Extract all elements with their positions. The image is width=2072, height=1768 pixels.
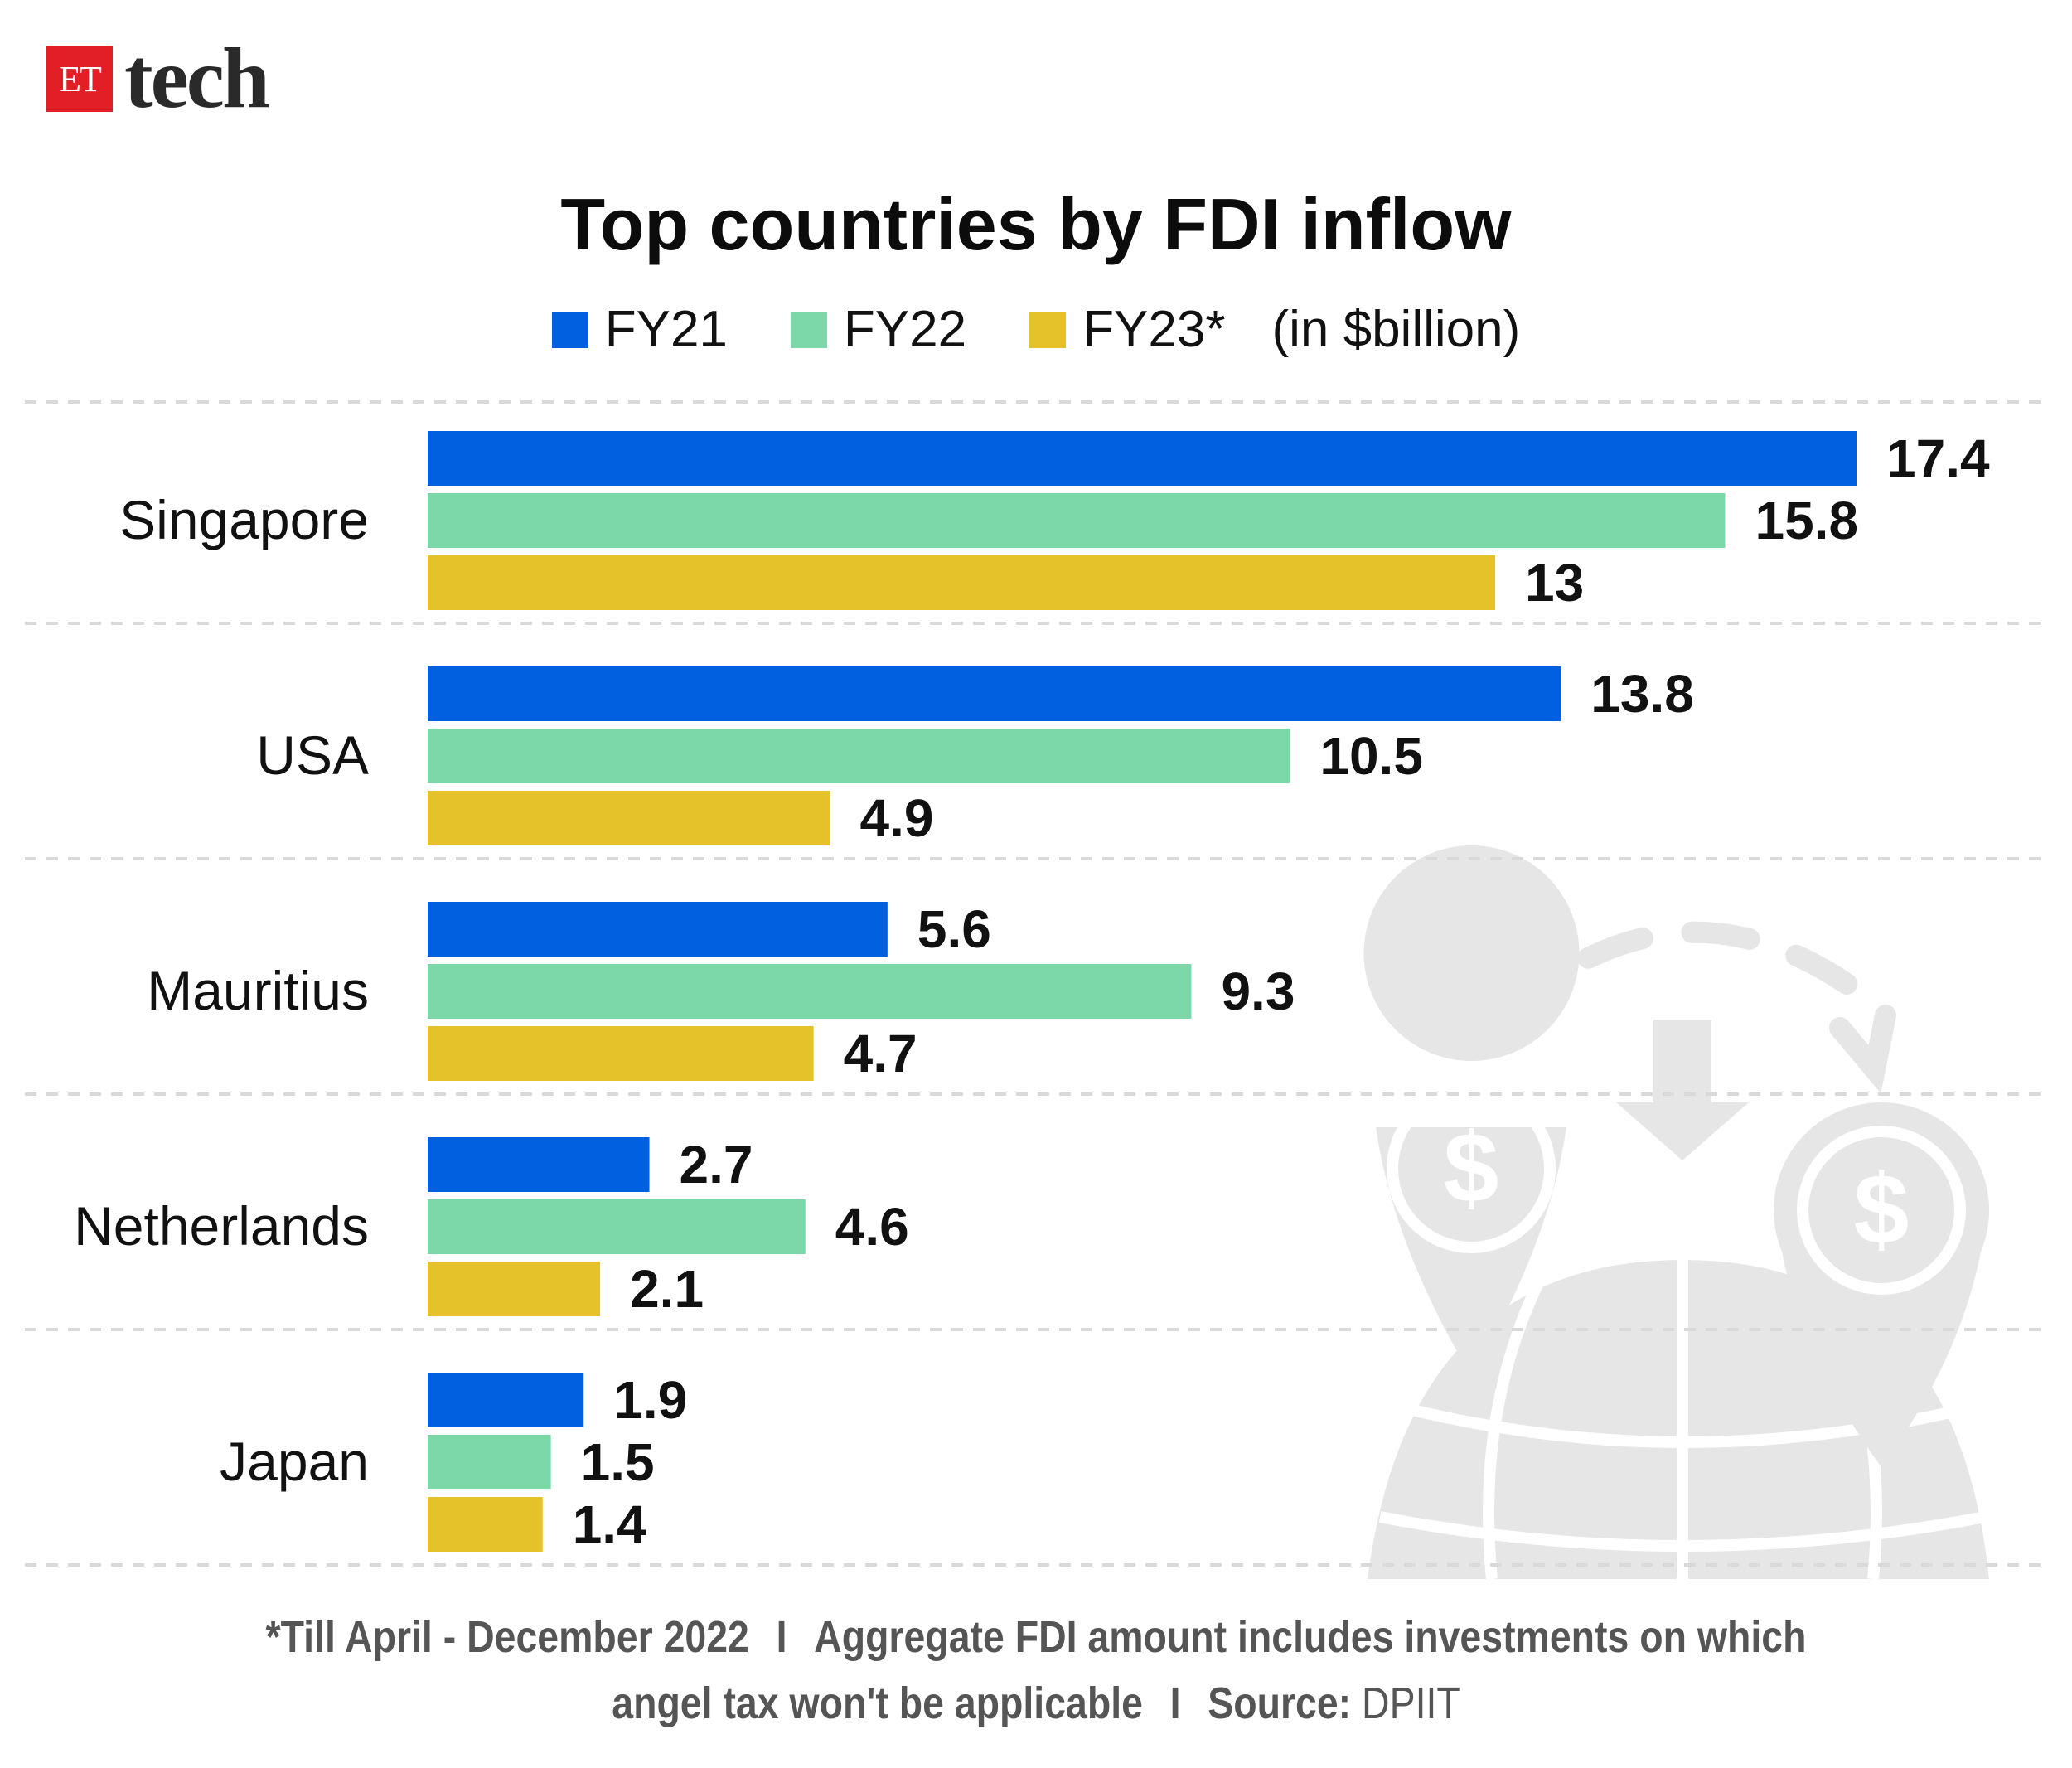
legend-swatch-fy21: [551, 311, 588, 348]
legend-item-fy21: FY21: [551, 300, 728, 359]
value-label: 13.8: [1590, 664, 1694, 724]
value-label: 1.5: [581, 1432, 655, 1492]
bar-fy23: [428, 1262, 601, 1316]
legend-label-fy22: FY22: [843, 301, 967, 358]
value-label: 13: [1525, 553, 1584, 613]
category-labels: Singapore USA Mauritius Netherlands Japan: [74, 489, 369, 1492]
logo-mark: ET: [46, 46, 113, 112]
category-label: Netherlands: [74, 1195, 369, 1257]
bar-fy23: [428, 555, 1496, 610]
bar-fy21: [428, 1373, 584, 1427]
legend-item-fy22: FY22: [790, 300, 967, 359]
bar-fy21: [428, 902, 888, 957]
legend-label-fy23: FY23*: [1082, 301, 1226, 358]
legend-label-fy21: FY21: [604, 301, 728, 358]
svg-text:$: $: [1854, 1154, 1910, 1265]
value-label: 1.9: [613, 1370, 687, 1430]
value-label: 4.7: [844, 1024, 917, 1083]
globe-money-transfer-icon: $ $: [1363, 845, 1989, 1580]
value-label: 17.4: [1886, 429, 1990, 488]
bar-fy21: [428, 1137, 650, 1192]
footnote-period: *Till April - December 2022: [265, 1612, 749, 1662]
footnote-source-value: DPIIT: [1362, 1678, 1460, 1728]
value-label: 15.8: [1755, 491, 1858, 550]
value-label: 4.6: [835, 1197, 909, 1257]
category-label: Mauritius: [147, 960, 369, 1021]
value-label: 4.9: [859, 788, 933, 848]
footnote: *Till April - December 2022 I Aggregate FD…: [244, 1604, 1827, 1737]
value-label: 2.1: [630, 1259, 704, 1319]
value-label: 2.7: [680, 1135, 753, 1194]
group-separators: [25, 400, 2047, 1567]
legend-swatch-fy23: [1029, 311, 1067, 348]
footnote-note: Aggregate FDI amount includes investment…: [612, 1612, 1807, 1728]
legend-item-fy23: FY23*: [1029, 300, 1225, 359]
value-label: 5.6: [917, 899, 991, 959]
bar-fy22: [428, 493, 1726, 548]
et-tech-logo: ET tech: [46, 31, 270, 126]
bar-fy22: [428, 1435, 551, 1489]
footnote-source-label: Source:: [1208, 1678, 1352, 1728]
bars: [428, 431, 1857, 1552]
footnote-separator: I: [776, 1612, 787, 1662]
bar-fy22: [428, 729, 1290, 783]
category-label: USA: [256, 724, 369, 786]
chart-legend: FY21 FY22 FY23* (in $billion): [0, 300, 2072, 359]
value-label: 10.5: [1319, 726, 1423, 786]
legend-unit-note: (in $billion): [1271, 301, 1521, 358]
bar-fy23: [428, 1026, 814, 1081]
legend-swatch-fy22: [790, 311, 827, 348]
bar-fy21: [428, 431, 1857, 486]
bar-fy21: [428, 666, 1561, 721]
footnote-separator-2: I: [1169, 1678, 1181, 1728]
chart-title: Top countries by FDI inflow: [560, 183, 1512, 265]
value-label: 9.3: [1221, 962, 1295, 1021]
bar-fy22: [428, 964, 1192, 1019]
value-label: 1.4: [573, 1494, 646, 1554]
category-label: Japan: [220, 1431, 369, 1492]
category-label: Singapore: [119, 489, 369, 550]
svg-text:$: $: [1444, 1112, 1499, 1223]
bar-fy22: [428, 1199, 806, 1254]
logo-word: tech: [124, 31, 270, 126]
bar-fy23: [428, 1497, 543, 1552]
bar-fy23: [428, 791, 830, 845]
